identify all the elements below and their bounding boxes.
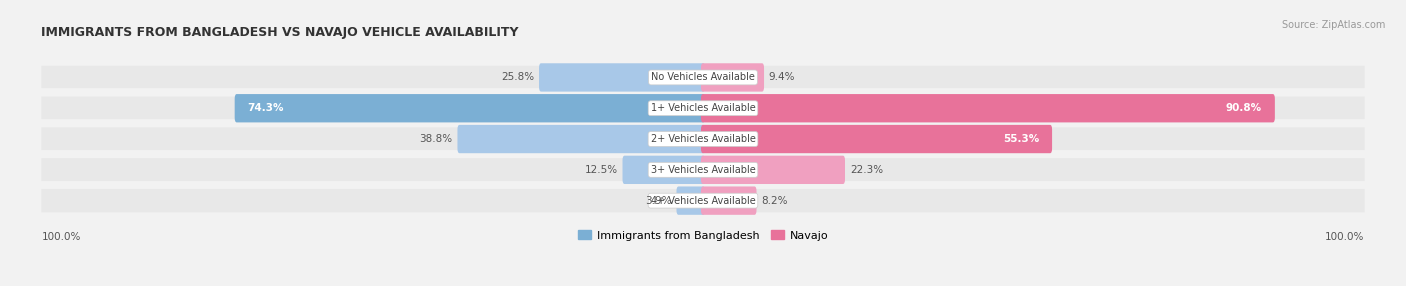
Text: 55.3%: 55.3% xyxy=(1002,134,1039,144)
FancyBboxPatch shape xyxy=(623,156,704,184)
Text: No Vehicles Available: No Vehicles Available xyxy=(651,72,755,82)
Text: 3.9%: 3.9% xyxy=(645,196,672,206)
Text: 100.0%: 100.0% xyxy=(1326,232,1365,242)
Text: 12.5%: 12.5% xyxy=(585,165,617,175)
Text: 3+ Vehicles Available: 3+ Vehicles Available xyxy=(651,165,755,175)
Text: IMMIGRANTS FROM BANGLADESH VS NAVAJO VEHICLE AVAILABILITY: IMMIGRANTS FROM BANGLADESH VS NAVAJO VEH… xyxy=(41,26,519,39)
FancyBboxPatch shape xyxy=(702,125,1052,153)
FancyBboxPatch shape xyxy=(457,125,704,153)
Text: Source: ZipAtlas.com: Source: ZipAtlas.com xyxy=(1281,20,1385,30)
FancyBboxPatch shape xyxy=(702,186,756,215)
Text: 9.4%: 9.4% xyxy=(769,72,796,82)
Text: 100.0%: 100.0% xyxy=(41,232,80,242)
FancyBboxPatch shape xyxy=(235,94,704,122)
FancyBboxPatch shape xyxy=(41,189,1365,212)
FancyBboxPatch shape xyxy=(41,66,1365,89)
Legend: Immigrants from Bangladesh, Navajo: Immigrants from Bangladesh, Navajo xyxy=(574,226,832,245)
Text: 22.3%: 22.3% xyxy=(849,165,883,175)
Text: 4+ Vehicles Available: 4+ Vehicles Available xyxy=(651,196,755,206)
Text: 90.8%: 90.8% xyxy=(1226,103,1263,113)
FancyBboxPatch shape xyxy=(676,186,704,215)
Text: 25.8%: 25.8% xyxy=(501,72,534,82)
FancyBboxPatch shape xyxy=(702,94,1275,122)
Text: 1+ Vehicles Available: 1+ Vehicles Available xyxy=(651,103,755,113)
FancyBboxPatch shape xyxy=(702,156,845,184)
Text: 38.8%: 38.8% xyxy=(419,134,453,144)
Text: 2+ Vehicles Available: 2+ Vehicles Available xyxy=(651,134,755,144)
FancyBboxPatch shape xyxy=(702,63,763,92)
FancyBboxPatch shape xyxy=(41,127,1365,151)
FancyBboxPatch shape xyxy=(41,97,1365,120)
FancyBboxPatch shape xyxy=(41,158,1365,182)
FancyBboxPatch shape xyxy=(538,63,704,92)
Text: 8.2%: 8.2% xyxy=(761,196,787,206)
Text: 74.3%: 74.3% xyxy=(247,103,284,113)
